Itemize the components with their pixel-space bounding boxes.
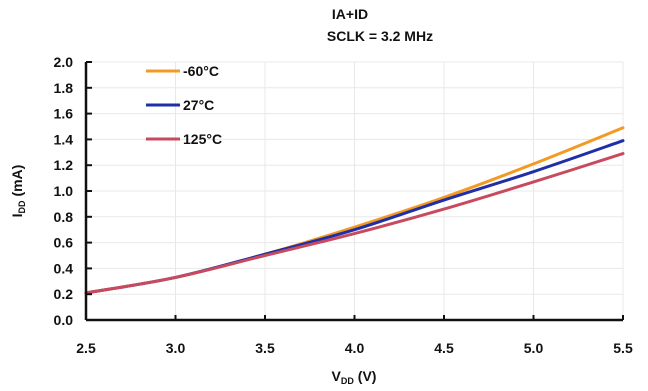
x-tick-label-1: 3.0 xyxy=(166,340,186,356)
x-axis-label: VDD (V) xyxy=(332,368,377,386)
y-ticks: 0.0 0.2 0.4 0.6 0.8 1.0 1.2 1.4 1.6 1.8 2.0 xyxy=(54,54,92,328)
chart-title-line1: IA+ID xyxy=(332,6,368,22)
y-tick-label-2: 0.4 xyxy=(54,260,74,276)
legend: -60°C 27°C 125°C xyxy=(146,63,222,147)
y-tick-label-3: 0.6 xyxy=(54,235,74,251)
x-tick-label-5: 5.0 xyxy=(524,340,544,356)
y-axis-label: IDD (mA) xyxy=(9,165,27,218)
y-tick-label-10: 2.0 xyxy=(54,54,74,70)
series-line-2 xyxy=(84,152,625,295)
y-tick-label-9: 1.8 xyxy=(54,80,74,96)
y-tick-label-7: 1.4 xyxy=(54,131,74,147)
y-tick-label-8: 1.6 xyxy=(54,106,74,122)
x-ticks: 2.5 3.0 3.5 4.0 4.5 5.0 5.5 xyxy=(76,315,633,356)
x-tick-label-0: 2.5 xyxy=(76,340,96,356)
legend-label-1: 27°C xyxy=(183,97,214,113)
legend-label-2: 125°C xyxy=(183,131,222,147)
x-tick-label-2: 3.5 xyxy=(255,340,275,356)
y-tick-label-6: 1.2 xyxy=(54,157,74,173)
y-tick-label-1: 0.2 xyxy=(54,286,74,302)
chart-title-line2: SCLK = 3.2 MHz xyxy=(327,28,433,44)
y-tick-label-5: 1.0 xyxy=(54,183,74,199)
x-tick-label-4: 4.5 xyxy=(434,340,454,356)
y-tick-label-0: 0.0 xyxy=(54,312,74,328)
x-tick-label-6: 5.5 xyxy=(613,340,633,356)
legend-label-0: -60°C xyxy=(183,63,219,79)
y-tick-label-4: 0.8 xyxy=(54,209,74,225)
x-tick-label-3: 4.0 xyxy=(345,340,365,356)
series-layer xyxy=(84,126,625,295)
